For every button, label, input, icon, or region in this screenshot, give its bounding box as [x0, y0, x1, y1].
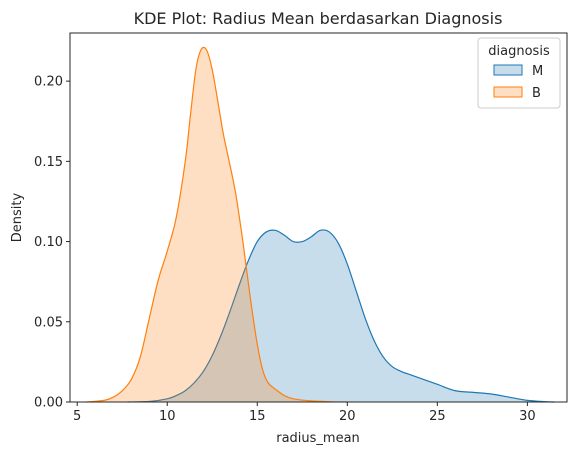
- series-b-area: [86, 47, 348, 403]
- legend-frame: [477, 37, 561, 109]
- plot-frame: [69, 32, 568, 403]
- legend-label-b: B: [532, 86, 541, 101]
- x-tick-label: 5: [73, 409, 81, 424]
- series-m-line: [127, 229, 555, 403]
- y-tick-label: 0.00: [34, 396, 63, 411]
- y-tick-label: 0.10: [34, 235, 63, 250]
- y-tick-label: 0.05: [34, 315, 63, 330]
- y-tick-label: 0.15: [34, 155, 63, 170]
- x-tick-label: 15: [249, 409, 266, 424]
- legend-title: diagnosis: [488, 44, 550, 59]
- series-m-area: [127, 229, 555, 402]
- x-tick-label: 10: [159, 409, 176, 424]
- series-layer: [86, 46, 555, 403]
- x-tick-label: 25: [429, 409, 446, 424]
- axes-layer: 5 10 15 20 25 30 0.00 0.05 0.10 0.15 0.20: [34, 75, 536, 424]
- chart-title: KDE Plot: Radius Mean berdasarkan Diagno…: [134, 9, 503, 28]
- legend: diagnosis M B: [477, 37, 561, 109]
- series-b-line: [86, 46, 348, 403]
- y-tick-label: 0.20: [34, 75, 63, 90]
- legend-swatch-m: [493, 64, 523, 76]
- x-axis-label: radius_mean: [276, 431, 360, 446]
- y-axis-label: Density: [10, 192, 25, 242]
- legend-label-m: M: [532, 64, 543, 79]
- x-tick-label: 20: [339, 409, 356, 424]
- x-tick-label: 30: [519, 409, 536, 424]
- legend-swatch-b: [493, 86, 523, 98]
